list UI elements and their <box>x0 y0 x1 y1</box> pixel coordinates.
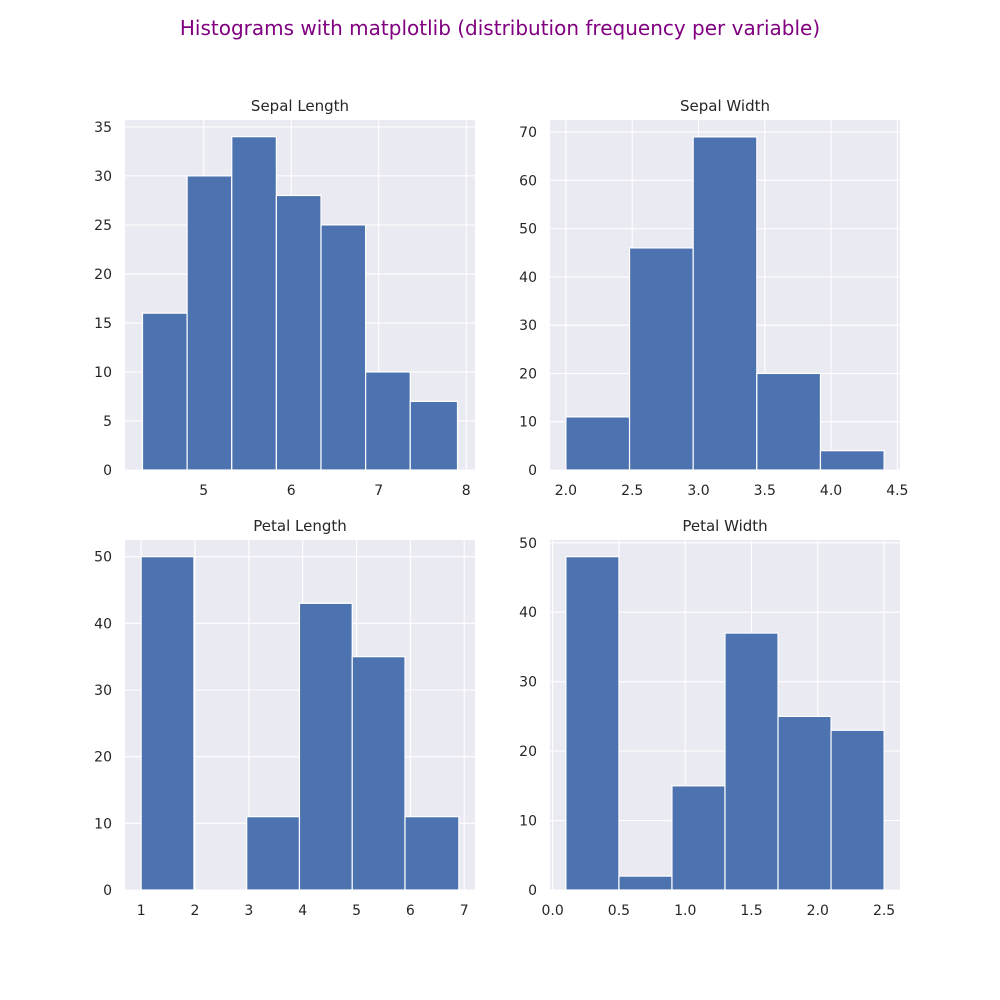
y-tick-label: 0 <box>103 883 112 899</box>
y-tick-label: 10 <box>519 814 537 830</box>
petal-width-bar <box>830 729 885 891</box>
sepal-length-bar <box>409 400 459 471</box>
sepal-width-title: Sepal Width <box>680 97 770 115</box>
y-tick-label: 30 <box>519 675 537 691</box>
x-tick-label: 0.0 <box>542 903 564 919</box>
petal-width-bar <box>565 556 620 891</box>
sepal-width-bar <box>628 247 694 471</box>
petal-length-bar <box>246 816 301 891</box>
x-tick-label: 5 <box>352 903 361 919</box>
y-tick-label: 30 <box>94 169 112 185</box>
x-tick-label: 5 <box>199 483 208 499</box>
petal-length-title: Petal Length <box>253 517 347 535</box>
y-tick-label: 15 <box>94 316 112 332</box>
y-tick-label: 50 <box>519 222 537 238</box>
y-tick-label: 30 <box>94 683 112 699</box>
petal-width-bar <box>724 632 779 891</box>
y-tick-label: 40 <box>519 605 537 621</box>
y-tick-label: 0 <box>528 463 537 479</box>
y-tick-label: 20 <box>519 744 537 760</box>
x-tick-label: 3 <box>244 903 253 919</box>
x-tick-label: 0.5 <box>608 903 630 919</box>
y-tick-label: 0 <box>528 883 537 899</box>
y-tick-label: 20 <box>94 750 112 766</box>
x-tick-label: 8 <box>462 483 471 499</box>
petal-width-bar <box>671 785 726 891</box>
sepal-width-bar <box>565 416 631 471</box>
petal-length-panel: 1 2 3 4 5 6 7 0 10 20 30 40 50 Petal Length <box>94 517 475 919</box>
figure-title: Histograms with matplotlib (distribution… <box>180 16 820 40</box>
x-tick-label: 1.0 <box>674 903 696 919</box>
y-tick-label: 40 <box>94 616 112 632</box>
y-tick-label: 70 <box>519 125 537 141</box>
y-tick-label: 60 <box>519 173 537 189</box>
sepal-width-panel: 2.0 2.5 3.0 3.5 4.0 4.5 0 10 20 30 40 50 60 70 Sepal W… <box>519 97 908 499</box>
sepal-length-panel: 5 6 7 8 0 5 10 15 20 25 30 35 Sepal Length <box>94 97 475 499</box>
sepal-width-bar <box>756 372 822 471</box>
y-tick-label: 10 <box>94 365 112 381</box>
petal-length-bar <box>140 556 195 891</box>
y-tick-label: 30 <box>519 318 537 334</box>
x-tick-label: 7 <box>460 903 469 919</box>
y-tick-label: 10 <box>94 816 112 832</box>
sepal-length-bar <box>275 194 322 471</box>
y-tick-label: 35 <box>94 120 112 136</box>
sepal-length-bar <box>365 371 411 471</box>
x-tick-label: 3.0 <box>687 483 709 499</box>
y-tick-label: 0 <box>103 463 112 479</box>
y-tick-label: 10 <box>519 415 537 431</box>
y-tick-label: 20 <box>94 267 112 283</box>
sepal-length-bar <box>141 312 188 471</box>
petal-width-panel: 0.0 0.5 1.0 1.5 2.0 2.5 0 10 20 30 40 50 Petal Width <box>519 517 900 919</box>
x-tick-label: 1.5 <box>740 903 762 919</box>
y-tick-label: 20 <box>519 366 537 382</box>
x-tick-label: 2.5 <box>873 903 895 919</box>
x-tick-label: 7 <box>374 483 383 499</box>
x-tick-label: 4.5 <box>886 483 908 499</box>
petal-length-bar <box>404 816 460 891</box>
sepal-length-bar <box>231 136 277 471</box>
sepal-length-title: Sepal Length <box>251 97 349 115</box>
y-tick-label: 40 <box>519 270 537 286</box>
x-tick-label: 6 <box>287 483 296 499</box>
y-tick-label: 25 <box>94 218 112 234</box>
x-tick-label: 3.5 <box>754 483 776 499</box>
x-tick-label: 6 <box>406 903 415 919</box>
petal-length-bar <box>298 602 353 891</box>
sepal-width-bar <box>692 136 758 471</box>
y-tick-label: 5 <box>103 414 112 430</box>
x-tick-label: 2.5 <box>621 483 643 499</box>
y-tick-label: 50 <box>94 550 112 566</box>
x-tick-label: 4.0 <box>820 483 842 499</box>
y-tick-label: 50 <box>519 536 537 552</box>
petal-length-bar <box>351 656 406 891</box>
sepal-length-bar <box>320 224 367 471</box>
x-tick-label: 2.0 <box>555 483 577 499</box>
petal-width-bar <box>618 875 673 891</box>
sepal-length-bar <box>186 175 233 471</box>
x-tick-label: 2.0 <box>807 903 829 919</box>
petal-width-bar <box>777 715 832 891</box>
x-tick-label: 2 <box>191 903 200 919</box>
petal-width-title: Petal Width <box>682 517 767 535</box>
sepal-width-bar <box>819 450 885 471</box>
x-tick-label: 4 <box>298 903 307 919</box>
x-tick-label: 1 <box>137 903 146 919</box>
